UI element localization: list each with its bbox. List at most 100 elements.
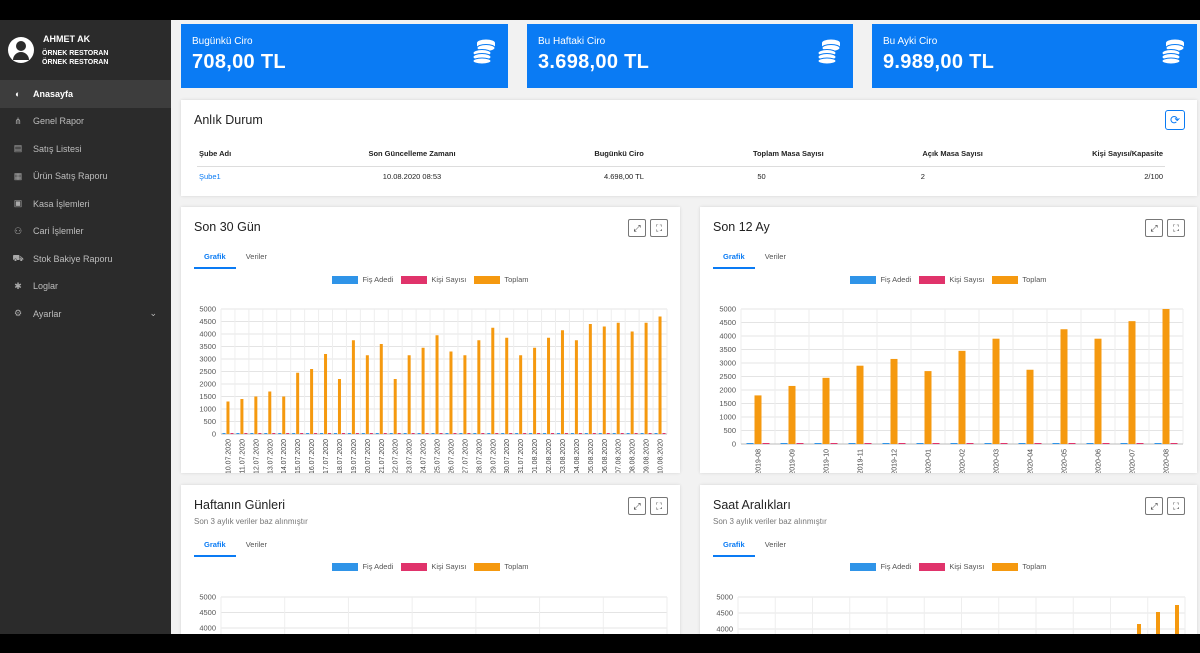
user-box[interactable]: AHMET AK ÖRNEK RESTORAN ÖRNEK RESTORAN — [0, 20, 171, 80]
bar-fis-adedi — [361, 433, 365, 434]
bar-fis-adedi — [431, 433, 435, 434]
bar-kisi-sayisi — [328, 433, 332, 434]
sidebar-item-label: Anasayfa — [33, 88, 74, 99]
bar-kisi-sayisi — [537, 433, 541, 434]
expand-button[interactable]: ⤢ — [628, 497, 646, 515]
bar-kisi-sayisi — [606, 433, 610, 434]
y-tick-label: 4500 — [716, 609, 733, 618]
bar-toplam — [379, 344, 383, 434]
sidebar-item-ayarlar[interactable]: ⚙ Ayarlar ⌄ — [0, 300, 171, 328]
stat-value: 9.989,00 TL — [883, 51, 995, 73]
legend-label: Fiş Adedi — [880, 275, 912, 284]
bar-fis-adedi — [1154, 443, 1162, 444]
expand-button[interactable]: ⤢ — [1145, 497, 1163, 515]
stat-label: Bu Haftaki Ciro — [538, 36, 606, 47]
bar-kisi-sayisi — [383, 433, 387, 434]
column-header: Bugünkü Ciro — [517, 144, 646, 167]
sidebar-item-genel-rapor[interactable]: ⋔ Genel Rapor — [0, 108, 171, 136]
user-name: AHMET AK — [43, 33, 91, 44]
x-tick-label: 2020-06 — [1096, 449, 1103, 473]
fullscreen-button[interactable]: ⛶ — [650, 497, 668, 515]
sidebar-item-anasayfa[interactable]: ◐ Anasayfa — [0, 80, 171, 108]
refresh-icon: ⟳ — [1169, 113, 1181, 127]
expand-button[interactable]: ⤢ — [1145, 219, 1163, 237]
x-tick-label: 2019-12 — [892, 449, 899, 473]
tab-grafik[interactable]: Grafik — [713, 249, 755, 269]
refresh-button[interactable]: ⟳ — [1165, 110, 1185, 130]
bar-fis-adedi — [403, 433, 407, 434]
bar-toplam — [992, 338, 1000, 444]
panel-buttons: ⤢ ⛶ — [1145, 497, 1185, 515]
tab-veriler[interactable]: Veriler — [245, 540, 267, 549]
bar-toplam — [616, 322, 620, 434]
legend-item[interactable]: Fiş Adedi — [850, 562, 911, 571]
y-tick-label: 2000 — [199, 380, 216, 389]
y-tick-label: 4000 — [199, 330, 216, 339]
chart-svg: 0 500 1000 1500 2000 2500 3000 3500 4000 4500 5000… — [719, 305, 1184, 473]
legend-item[interactable]: Kişi Sayısı — [401, 562, 466, 571]
legend-item[interactable]: Toplam — [992, 275, 1047, 284]
bar-toplam — [491, 327, 495, 434]
legend-item[interactable]: Kişi Sayısı — [919, 275, 984, 284]
panel-title: Son 30 Gün — [194, 220, 261, 234]
legend-item[interactable]: Toplam — [474, 275, 529, 284]
y-tick-label: 3500 — [719, 345, 736, 354]
sidebar-item-label: Kasa İşlemleri — [33, 198, 90, 209]
tab-veriler[interactable]: Veriler — [764, 540, 786, 549]
legend-item[interactable]: Fiş Adedi — [332, 562, 393, 571]
legend-swatch — [992, 275, 1019, 284]
bar-toplam — [788, 385, 796, 444]
sidebar-item-kasa-i-şlemleri[interactable]: ▣ Kasa İşlemleri — [0, 190, 171, 218]
sidebar-item-cari-i-şlemler[interactable]: ⚇ Cari İşlemler — [0, 218, 171, 246]
legend-swatch — [474, 562, 501, 571]
tab-grafik[interactable]: Grafik — [194, 249, 236, 269]
y-tick-label: 4500 — [199, 317, 216, 326]
stat-card-today: Bugünkü Ciro 708,00 TL — [181, 24, 508, 88]
legend-item[interactable]: Kişi Sayısı — [401, 275, 466, 284]
legend-item[interactable]: Kişi Sayısı — [919, 562, 984, 571]
sidebar-item-loglar[interactable]: ✱ Loglar — [0, 273, 171, 301]
tab-veriler[interactable]: Veriler — [764, 252, 786, 261]
fullscreen-button[interactable]: ⛶ — [1167, 497, 1185, 515]
bar-fis-adedi — [640, 433, 644, 434]
fullscreen-button[interactable]: ⛶ — [1167, 219, 1185, 237]
bar-kisi-sayisi — [397, 433, 401, 434]
expand-icon: ⤢ — [1150, 222, 1158, 233]
bar-toplam — [393, 379, 397, 434]
y-tick-label: 4500 — [719, 318, 736, 327]
users-icon: ⚇ — [13, 225, 23, 236]
expand-button[interactable]: ⤢ — [628, 219, 646, 237]
tab-grafik[interactable]: Grafik — [194, 537, 236, 557]
bar-kisi-sayisi — [578, 433, 582, 434]
bar-kisi-sayisi — [355, 433, 359, 434]
bar-fis-adedi — [320, 433, 324, 434]
bar-kisi-sayisi — [620, 433, 624, 434]
bar-toplam — [1162, 309, 1170, 444]
y-tick-label: 5000 — [199, 305, 216, 314]
bar-toplam — [1175, 605, 1179, 634]
bar-kisi-sayisi — [1034, 443, 1042, 444]
sidebar-item-satış-listesi[interactable]: ▤ Satış Listesi — [0, 135, 171, 163]
panel-title: Son 12 Ay — [713, 220, 770, 234]
bar-fis-adedi — [515, 433, 519, 434]
bar-kisi-sayisi — [898, 443, 906, 444]
legend-item[interactable]: Toplam — [992, 562, 1047, 571]
legend-item[interactable]: Toplam — [474, 562, 529, 571]
bar-kisi-sayisi — [286, 433, 290, 434]
legend-item[interactable]: Fiş Adedi — [850, 275, 911, 284]
bar-kisi-sayisi — [864, 443, 872, 444]
bar-toplam — [337, 379, 341, 434]
y-tick-label: 4500 — [199, 608, 216, 617]
bar-kisi-sayisi — [662, 433, 666, 434]
bar-kisi-sayisi — [314, 433, 318, 434]
sidebar-item-ürün-satış-raporu[interactable]: ▦ Ürün Satış Raporu — [0, 163, 171, 191]
sidebar-item-stok-bakiye-raporu[interactable]: ⛟ Stok Bakiye Raporu — [0, 245, 171, 273]
branch-link[interactable]: Şube1 — [199, 172, 221, 181]
fullscreen-button[interactable]: ⛶ — [650, 219, 668, 237]
legend-label: Kişi Sayısı — [431, 562, 467, 571]
column-header: Kişi Sayısı/Kapasite — [984, 144, 1165, 167]
tab-grafik[interactable]: Grafik — [713, 537, 755, 557]
table-cell: 4.698,00 TL — [603, 172, 644, 181]
legend-item[interactable]: Fiş Adedi — [332, 275, 393, 284]
tab-veriler[interactable]: Veriler — [245, 252, 267, 261]
